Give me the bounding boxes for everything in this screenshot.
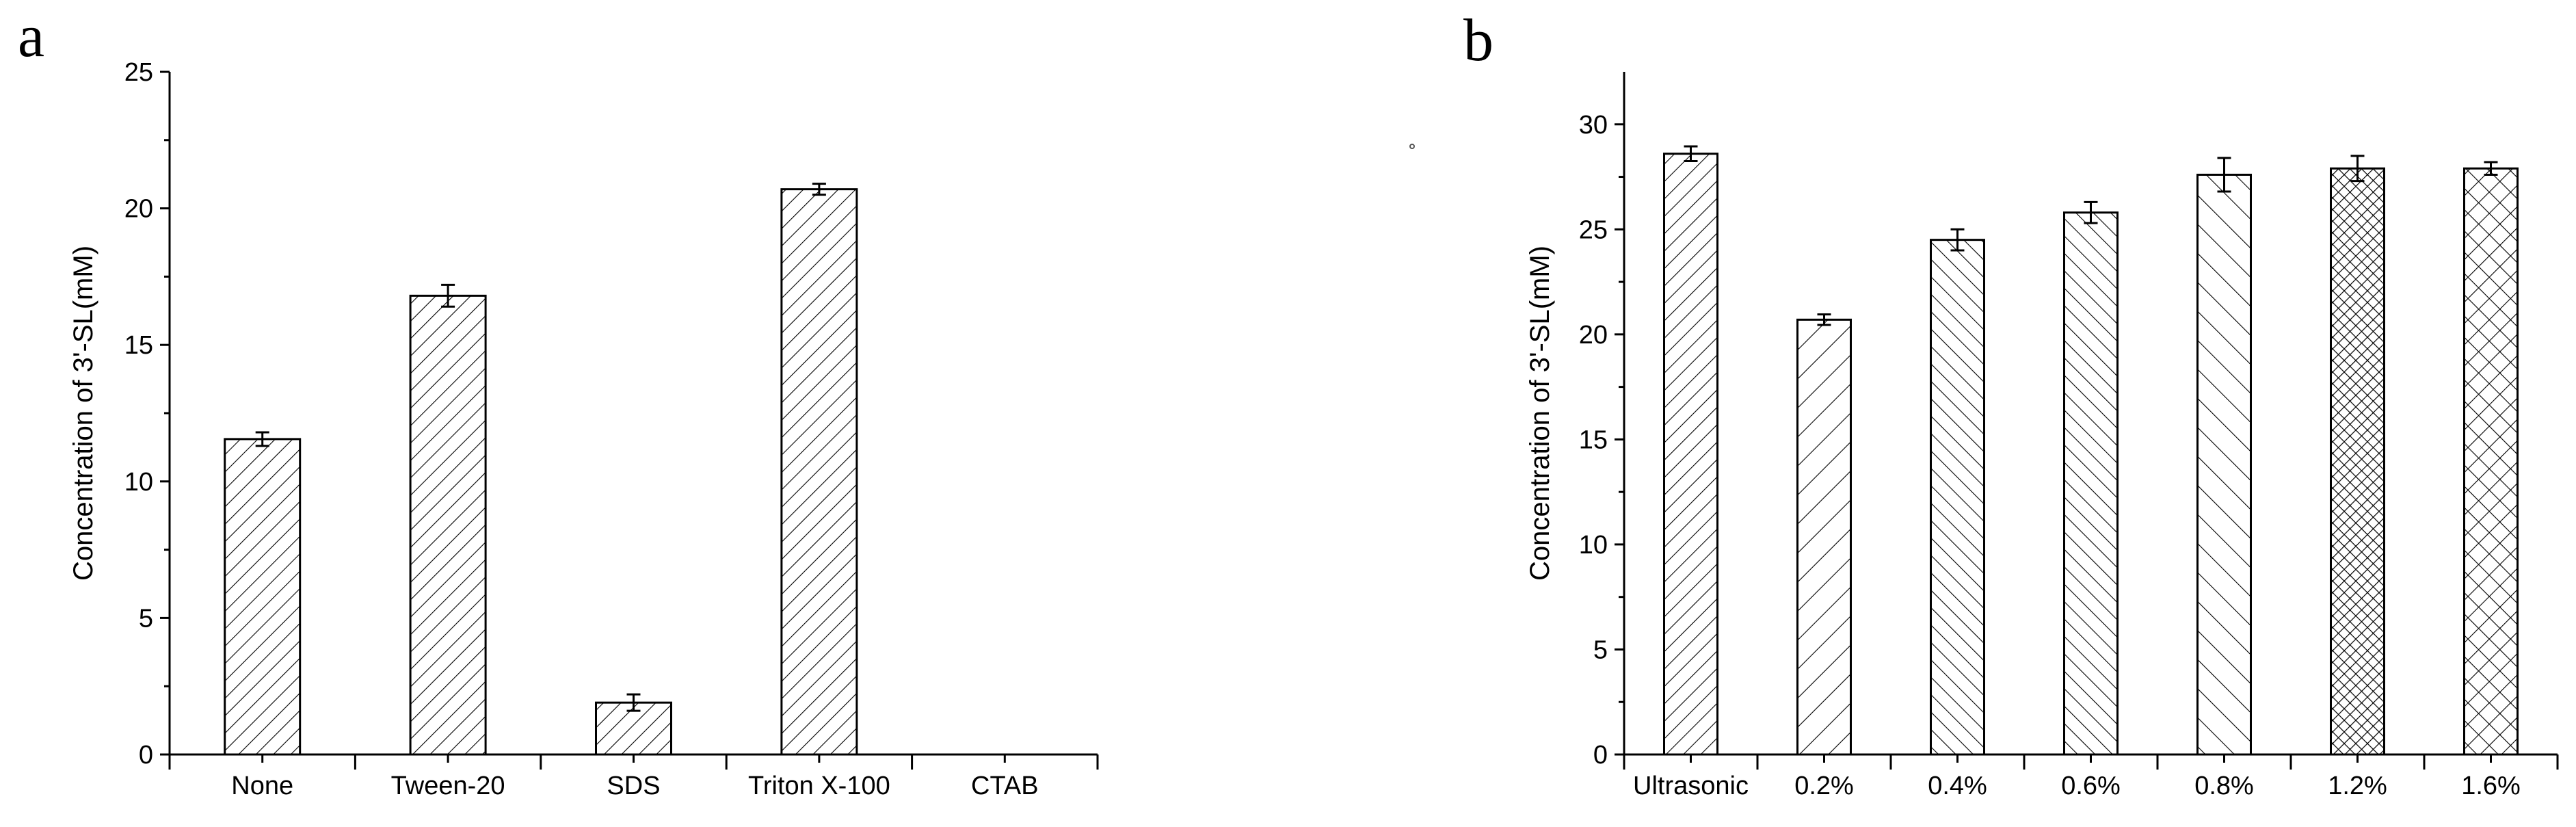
bar-1-6- [2463,167,2519,756]
bar-tween-20 [409,294,487,756]
y-tick-label: 10 [124,468,153,497]
panel-label-a: a [18,3,44,70]
y-tick-label: 15 [124,331,153,360]
bar-0-2- [1796,318,1852,756]
chart-b: 0 5 10 15 20 25 30 Ultrasonic 0.2% 0.4% 0.6% 0.8% 1.… [1525,72,2559,800]
y-tick-label: 10 [1579,531,1608,560]
x-tick-label: 0.2% [1794,772,1854,800]
x-tick-label: 1.6% [2461,772,2521,800]
x-tick-label: Tween-20 [391,772,505,800]
x-tick-label: 0.4% [1928,772,1987,800]
x-tick-label: Triton X-100 [748,772,890,800]
x-tick-label: SDS [607,772,660,800]
bar-1-2- [2330,167,2385,756]
x-tick-label: 0.6% [2061,772,2121,800]
bar-0-8- [2196,173,2252,756]
y-tick-label: 5 [139,604,153,633]
x-tick-label: Ultrasonic [1633,772,1749,800]
chart-a: 0 5 10 15 20 25 None Tween-20 SDS Triton X-100 CTA… [68,58,1099,800]
y-tick-label: 0 [1593,741,1608,770]
y-tick-label: 15 [1579,425,1608,454]
y-tick-label: 20 [1579,321,1608,350]
y-tick-label: 30 [1579,111,1608,140]
stray-mark [1409,144,1415,149]
y-tick-label: 25 [124,58,153,87]
bar-ultrasonic [1663,153,1718,756]
y-tick-label: 5 [1593,635,1608,664]
y-tick-label: 20 [124,195,153,224]
y-axis-title: Concentration of 3'-SL(mM) [68,246,98,581]
bar-none [224,438,302,756]
y-tick-label: 25 [1579,215,1608,244]
x-tick-label: None [231,772,293,800]
bar-triton-x-100 [780,188,858,756]
y-tick-label: 0 [139,741,153,770]
x-tick-label: 0.8% [2194,772,2254,800]
x-tick-label: CTAB [971,772,1039,800]
x-tick-label: 1.2% [2328,772,2387,800]
panel-label-b: b [1463,8,1493,74]
bar-0-4- [1930,239,1985,756]
bar-0-6- [2063,211,2119,756]
y-axis-title: Concentration of 3'-SL(mM) [1525,246,1555,581]
